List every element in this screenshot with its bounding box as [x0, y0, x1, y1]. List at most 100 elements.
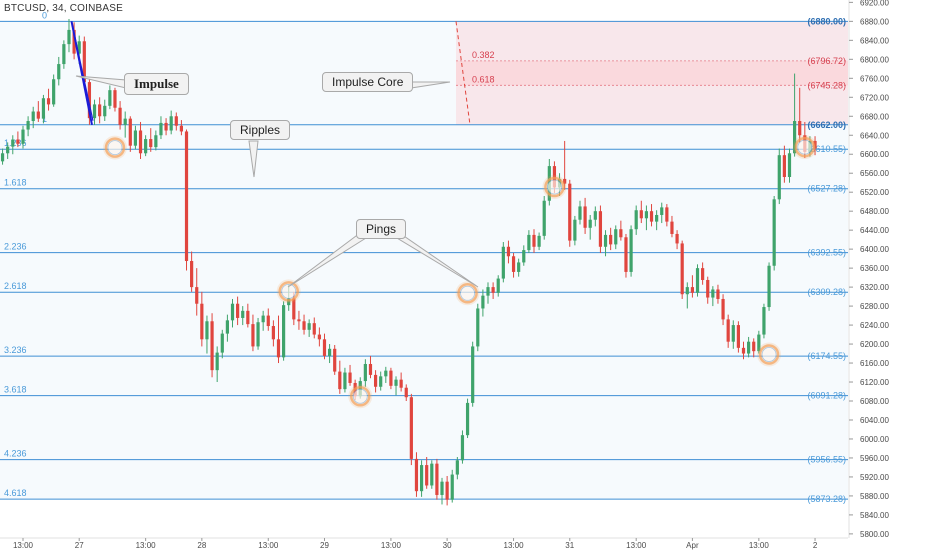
- y-tick-label: 5840.00: [860, 511, 889, 520]
- candle-body: [266, 315, 270, 327]
- ping-ring: [544, 176, 565, 198]
- ping-core: [460, 285, 475, 301]
- candle: [603, 230, 608, 257]
- y-tick-label: 5920.00: [860, 473, 889, 482]
- fib-price-label: (5873.28): [807, 494, 846, 504]
- core-ratio-label: 0.618: [472, 74, 495, 84]
- candle-body: [322, 339, 327, 356]
- candle: [128, 116, 132, 152]
- fib-price-label: (6392.55): [807, 248, 846, 258]
- candle-body: [282, 305, 286, 358]
- candle-body: [241, 310, 245, 318]
- candle: [649, 204, 654, 227]
- fib-price-label: (6527.28): [807, 184, 846, 194]
- core-ratio-label: 0.382: [472, 50, 495, 60]
- candle: [537, 232, 541, 251]
- y-tick-label: 5800.00: [860, 530, 889, 539]
- candle-body: [77, 41, 81, 54]
- candle-body: [16, 139, 20, 144]
- candle: [619, 220, 623, 241]
- candle-body: [680, 243, 684, 295]
- y-tick-label: 5960.00: [860, 454, 889, 463]
- y-tick-label: 6600.00: [860, 150, 889, 159]
- candle: [113, 87, 117, 112]
- x-tick-label: 13:00: [258, 541, 279, 550]
- candle-body: [92, 104, 97, 119]
- ping-ring: [794, 136, 816, 158]
- candle-body: [373, 374, 378, 387]
- candle: [276, 315, 281, 364]
- candle-body: [491, 287, 495, 293]
- candle: [246, 303, 250, 328]
- candle-body: [639, 210, 643, 219]
- candle-body: [619, 229, 623, 238]
- candle: [583, 197, 587, 234]
- candle: [685, 282, 689, 309]
- candle-body: [425, 465, 429, 486]
- candle-body: [297, 319, 301, 322]
- impulse-core-callout: Impulse Core: [322, 72, 414, 92]
- candle-body: [721, 298, 725, 320]
- x-tick-label: 29: [320, 541, 329, 550]
- candle-body: [634, 210, 638, 230]
- candle-body: [118, 107, 122, 125]
- candle-body: [629, 229, 633, 272]
- candle: [210, 313, 214, 378]
- candle-body: [394, 379, 398, 386]
- candle-body: [190, 261, 194, 288]
- candle: [609, 227, 613, 251]
- candle: [506, 240, 511, 264]
- candle-body: [302, 321, 306, 330]
- candle: [384, 366, 388, 383]
- candle: [813, 136, 817, 156]
- candle: [57, 56, 61, 86]
- candle: [179, 120, 184, 136]
- fib-ratio-label: 2.618: [4, 281, 27, 291]
- candle-body: [363, 363, 367, 382]
- candle-body: [154, 135, 158, 148]
- candle: [368, 355, 373, 379]
- candle-body: [46, 98, 51, 105]
- ping-ring: [104, 137, 126, 158]
- candle: [481, 289, 485, 317]
- pings: [102, 135, 817, 409]
- candle-body: [670, 221, 674, 234]
- x-axis: [0, 537, 848, 541]
- candle: [256, 317, 260, 350]
- candle: [752, 338, 756, 358]
- candle-body: [149, 139, 153, 148]
- ripples-pointer: [248, 140, 259, 178]
- candle-body: [287, 298, 291, 306]
- candle: [159, 116, 163, 140]
- candle: [26, 116, 30, 137]
- candle-body: [798, 121, 802, 136]
- candle: [225, 314, 229, 342]
- candle-body: [588, 219, 592, 228]
- candle: [41, 94, 46, 124]
- candle: [46, 88, 51, 111]
- candle-body: [716, 289, 720, 299]
- candle-body: [184, 131, 189, 262]
- candle: [578, 200, 582, 225]
- candle-body: [747, 341, 751, 354]
- candle-body: [736, 325, 740, 348]
- candle-body: [813, 140, 817, 149]
- candle: [144, 135, 148, 157]
- candle: [379, 371, 383, 391]
- impulse-line-secondary: [70, 21, 94, 121]
- candle-body: [230, 303, 235, 321]
- x-tick-label: Apr: [686, 541, 699, 550]
- candle-body: [123, 118, 127, 125]
- candle: [476, 303, 480, 352]
- candle-body: [542, 200, 546, 236]
- candle-body: [522, 250, 526, 263]
- candle: [435, 458, 439, 500]
- candle-body: [752, 341, 756, 352]
- ping-marker: [455, 281, 480, 306]
- candle: [118, 101, 122, 130]
- candle: [793, 73, 797, 157]
- candle: [373, 370, 378, 393]
- candle-body: [685, 287, 689, 295]
